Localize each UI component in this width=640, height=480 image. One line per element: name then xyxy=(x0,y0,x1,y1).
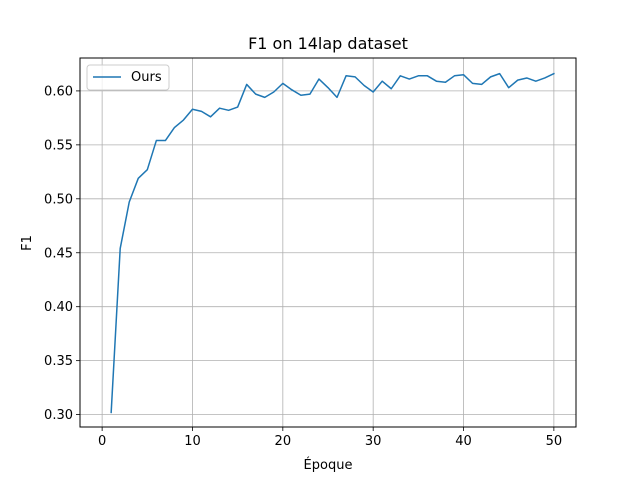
y-tick-label: 0.60 xyxy=(44,84,73,99)
legend: Ours xyxy=(86,64,170,91)
x-tick-label: 20 xyxy=(275,434,292,449)
series-layer xyxy=(110,72,555,414)
x-tick-label: 10 xyxy=(184,434,201,449)
y-axis-ticks: 0.30 0.35 0.40 0.45 0.50 0.55 0.60 xyxy=(44,84,80,423)
grid-lines xyxy=(80,58,576,427)
legend-box xyxy=(86,64,170,91)
x-tick-label: 0 xyxy=(98,434,106,449)
chart-title: F1 on 14lap dataset xyxy=(248,34,408,53)
x-axis-label: Époque xyxy=(304,457,353,473)
x-axis-ticks: 0 10 20 30 40 50 xyxy=(98,427,562,449)
plot-frame xyxy=(79,57,577,428)
y-tick-label: 0.35 xyxy=(44,354,73,369)
y-tick-label: 0.30 xyxy=(44,408,73,423)
x-tick-label: 30 xyxy=(365,434,382,449)
x-tick-label: 40 xyxy=(455,434,472,449)
y-tick-label: 0.40 xyxy=(44,300,73,315)
y-tick-label: 0.45 xyxy=(44,246,73,261)
legend-label-ours: Ours xyxy=(131,70,162,85)
y-axis-label: F1 xyxy=(20,235,35,251)
x-tick-label: 50 xyxy=(546,434,563,449)
y-tick-label: 0.55 xyxy=(44,138,73,153)
series-line-0 xyxy=(110,72,555,414)
y-tick-label: 0.50 xyxy=(44,192,73,207)
